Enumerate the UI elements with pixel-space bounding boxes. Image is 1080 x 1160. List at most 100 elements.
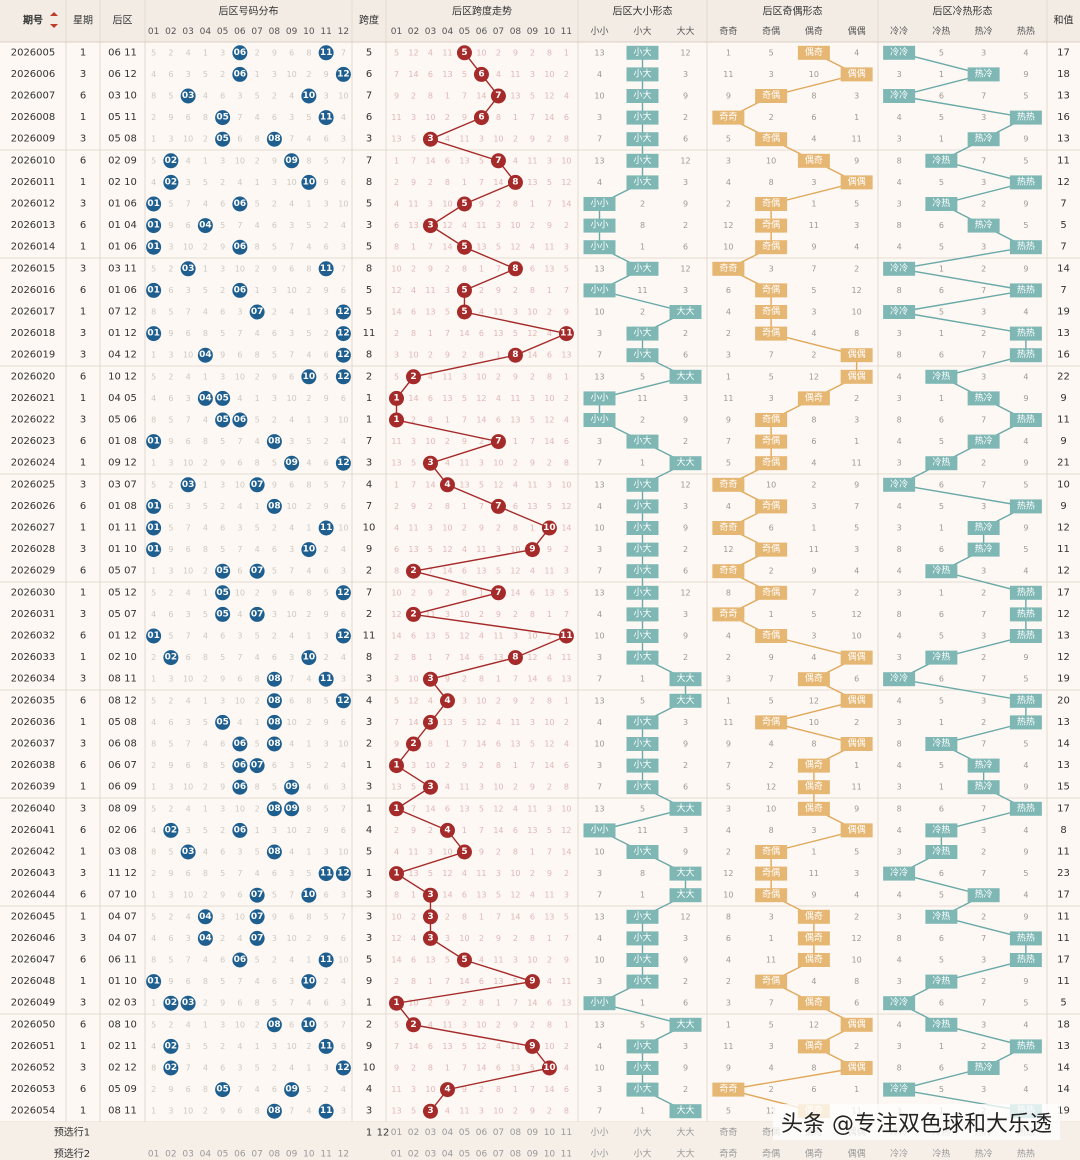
weekday-cell: 6	[80, 631, 86, 642]
span-ball-label: 3	[427, 458, 433, 468]
span-miss: 14	[476, 92, 486, 101]
span-miss: 9	[530, 783, 535, 792]
dist-ball-label: 09	[285, 782, 298, 792]
span-cell: 1	[366, 760, 372, 771]
dist-miss: 2	[220, 826, 225, 835]
span-miss: 8	[547, 372, 552, 381]
parity-miss: 8	[726, 912, 731, 921]
dist-miss: 5	[324, 156, 329, 165]
size-tag	[669, 801, 702, 816]
size-miss: 7	[597, 459, 602, 468]
dist-ball	[301, 88, 317, 104]
hotcold-tag-label: 热热	[1017, 327, 1035, 339]
dist-miss: 6	[272, 545, 277, 554]
dist-miss: 10	[287, 610, 297, 619]
dist-miss: 9	[220, 1107, 225, 1116]
dist-ball	[232, 758, 248, 774]
parity-tag-label: 奇偶	[762, 456, 780, 468]
span-miss: 6	[411, 308, 416, 317]
span-miss: 3	[428, 200, 433, 209]
span-ball	[388, 866, 404, 882]
span-miss: 1	[479, 588, 484, 597]
span-miss: 1	[496, 999, 501, 1008]
span-miss: 11	[561, 653, 571, 662]
weekday-cell: 3	[80, 544, 86, 555]
span-miss: 11	[442, 48, 452, 57]
span-miss: 2	[564, 221, 569, 230]
dist-miss: 5	[255, 740, 260, 749]
span-miss: 3	[411, 761, 416, 770]
hotcold-miss: 5	[939, 308, 944, 317]
span-miss: 9	[513, 1020, 518, 1029]
dist-miss: 4	[341, 437, 346, 446]
span-miss: 5	[547, 826, 552, 835]
span-ball-label: 5	[461, 48, 467, 58]
span-miss: 3	[445, 286, 450, 295]
dist-miss: 2	[203, 459, 208, 468]
weekday-cell: 1	[80, 523, 86, 534]
parity-miss: 2	[854, 912, 859, 921]
dist-miss: 3	[237, 308, 242, 317]
span-ball	[456, 196, 472, 212]
dist-miss: 3	[289, 869, 294, 878]
span-cell: 3	[366, 717, 372, 728]
footer-size-label: 大大	[676, 1126, 694, 1138]
parity-tag-label: 奇偶	[762, 845, 780, 857]
span-ball-label: 7	[495, 437, 501, 447]
span-miss: 4	[564, 740, 569, 749]
span-ball	[473, 66, 489, 82]
dist-miss: 5	[203, 502, 208, 511]
dist-miss: 6	[341, 286, 346, 295]
span-col-header: 03	[425, 27, 436, 37]
span-miss: 6	[547, 351, 552, 360]
back-numbers-cell: 01 10	[108, 544, 137, 555]
hotcold-miss: 4	[897, 113, 902, 122]
hotcold-tag-label: 冷冷	[890, 262, 908, 274]
dist-ball-label: 04	[199, 933, 212, 943]
hotcold-tag-label: 冷热	[932, 1018, 950, 1030]
size-tag-label: 小小	[590, 824, 608, 835]
parity-tag	[755, 434, 788, 449]
header-background	[0, 0, 1080, 42]
hotcold-miss: 4	[897, 502, 902, 511]
span-miss: 14	[442, 891, 452, 900]
dist-ball	[215, 131, 231, 147]
dist-miss: 9	[220, 675, 225, 684]
dist-miss: 3	[168, 1107, 173, 1116]
back-numbers-cell: 01 11	[108, 523, 137, 534]
parity-miss: 9	[726, 416, 731, 425]
parity-miss: 2	[726, 848, 731, 857]
sum-cell: 12	[1057, 566, 1070, 577]
dist-miss: 3	[324, 416, 329, 425]
parity-miss: 4	[769, 1064, 774, 1073]
parity-tag-label: 偶偶	[848, 694, 866, 706]
span-ball-label: 5	[461, 242, 467, 252]
footer-size-label: 小大	[633, 1147, 651, 1159]
span-miss: 4	[462, 221, 467, 230]
footer-hotcold-label: 热冷	[975, 1147, 993, 1159]
dist-ball	[249, 304, 265, 320]
size-miss: 7	[597, 675, 602, 684]
dist-miss: 4	[289, 416, 294, 425]
dist-miss: 7	[237, 869, 242, 878]
weekday-cell: 1	[80, 458, 86, 469]
size-miss: 7	[597, 135, 602, 144]
dist-miss: 6	[324, 567, 329, 576]
parity-tag	[712, 477, 745, 492]
span-miss: 2	[530, 1020, 535, 1029]
parity-tag-label: 偶奇	[805, 780, 823, 792]
span-ball-label: 9	[529, 545, 535, 555]
dist-ball	[180, 88, 196, 104]
span-cell: 3	[366, 134, 372, 145]
hotcold-tag	[967, 780, 1000, 795]
period-cell: 2026024	[11, 458, 56, 469]
size-tag-label: 小大	[633, 327, 651, 339]
dist-miss: 2	[220, 178, 225, 187]
size-miss: 3	[597, 545, 602, 554]
sum-cell: 11	[1057, 911, 1070, 922]
dist-miss: 10	[338, 416, 348, 425]
footer-dist-label: 11	[320, 1149, 331, 1159]
parity-miss: 4	[854, 243, 859, 252]
back-numbers-cell: 02 09	[108, 155, 137, 166]
span-miss: 4	[513, 804, 518, 813]
